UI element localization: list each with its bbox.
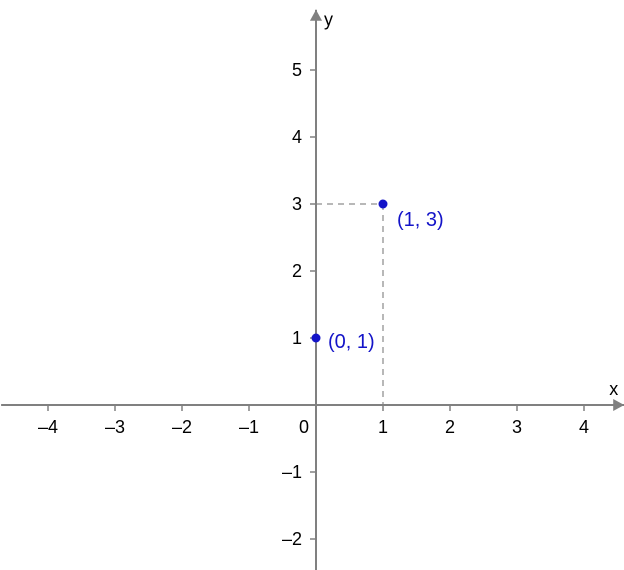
y-tick-label: –2	[282, 529, 302, 549]
chart-background	[0, 0, 624, 570]
y-tick-label: 3	[292, 194, 302, 214]
data-point-1	[379, 200, 388, 209]
x-axis-label: x	[609, 379, 618, 399]
x-tick-label: –3	[105, 417, 125, 437]
chart-svg: –4 –3 –2 –1 0 1 2 3 4 –2 –1 1 2 3 4 5 x y (0, 1) (1, 3)	[0, 0, 624, 570]
x-tick-label: –1	[239, 417, 259, 437]
x-tick-label: 1	[378, 417, 388, 437]
y-tick-label: 4	[292, 127, 302, 147]
y-tick-label: –1	[282, 462, 302, 482]
x-tick-label: 3	[512, 417, 522, 437]
x-tick-label: 2	[445, 417, 455, 437]
x-tick-label: 0	[299, 417, 309, 437]
data-point-label-1: (1, 3)	[397, 209, 444, 231]
data-point-0	[312, 334, 321, 343]
y-tick-label: 1	[292, 328, 302, 348]
x-tick-label: 4	[579, 417, 589, 437]
y-tick-label: 5	[292, 60, 302, 80]
y-tick-label: 2	[292, 261, 302, 281]
coordinate-chart: –4 –3 –2 –1 0 1 2 3 4 –2 –1 1 2 3 4 5 x y (0, 1) (1, 3)	[0, 0, 624, 570]
y-axis-label: y	[324, 10, 333, 30]
x-tick-label: –4	[38, 417, 58, 437]
x-tick-label: –2	[172, 417, 192, 437]
data-point-label-0: (0, 1)	[328, 331, 375, 353]
